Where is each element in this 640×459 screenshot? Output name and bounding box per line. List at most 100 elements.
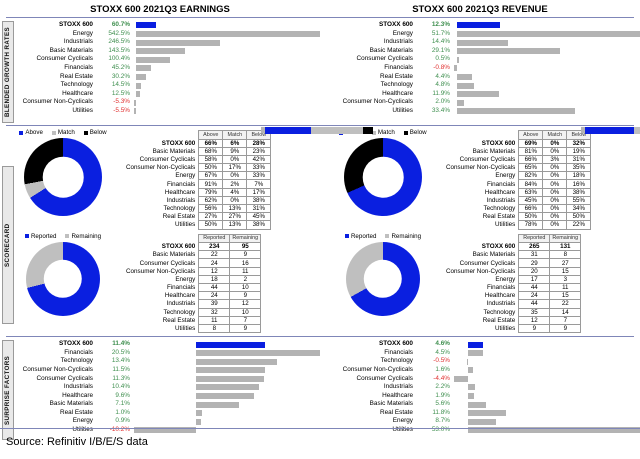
table-row: Financials 44 10 xyxy=(126,127,364,293)
bar-row-plot xyxy=(134,366,320,375)
donut-rep-earnings-wrap: Reported Remaining xyxy=(0,233,126,316)
scorecard-amb-row: Above Match Below Above Match Below STOXX 6… xyxy=(0,127,640,230)
cell-below: 16% xyxy=(566,179,592,189)
row-label: Technology xyxy=(483,308,516,316)
bar-row-label: Financials xyxy=(384,63,413,71)
bar-row-label: Healthcare xyxy=(382,89,413,97)
legend-swatch-above xyxy=(19,130,24,135)
bar-row-plot xyxy=(134,375,320,384)
bar-row-value: 11.5% xyxy=(112,365,130,373)
row-label: Healthcare xyxy=(164,188,196,196)
bar-row-value: 14.5% xyxy=(111,81,130,89)
bar-segment xyxy=(195,358,277,365)
legend-item-above: Above xyxy=(19,129,43,136)
col-header-reported: Reported xyxy=(518,233,551,244)
bar-row: STOXX 600 60.7% xyxy=(0,21,320,30)
row-stacked-bar xyxy=(581,127,640,134)
bar-row-plot xyxy=(134,64,320,73)
col-header-remaining: Remaining xyxy=(549,233,582,244)
bar-segment xyxy=(195,341,265,348)
col-header-spacer xyxy=(446,131,519,140)
table-row: Technology 35 14 xyxy=(446,127,640,317)
cell-remaining: 2 xyxy=(229,274,262,285)
bar-row-label: Technology xyxy=(380,357,413,365)
table-amb-revenue-wrap: Above Match Below STOXX 600 69% 0% 32% Basic Ma… xyxy=(446,127,640,230)
cell-above: 58% xyxy=(198,154,224,165)
table-row: Technology 32 10 xyxy=(126,127,364,317)
row-label: Basic Materials xyxy=(152,147,196,155)
cell-remaining: 11 xyxy=(549,282,582,293)
row-label: Consumer Cyclicals xyxy=(139,155,196,163)
bar-row: Consumer Non-Cyclicals 11.5% xyxy=(0,366,320,375)
cell-above: 27% xyxy=(198,212,224,222)
bar-segment xyxy=(456,99,464,106)
cell-above: 78% xyxy=(518,220,544,230)
table-row: Industrials 62% 0% 38% xyxy=(126,127,374,206)
col-header-match: Match xyxy=(222,130,248,140)
table-row: Consumer Cyclicals 24 16 xyxy=(126,127,364,268)
bar-row-value: 246.5% xyxy=(108,38,130,46)
cell-remaining: 131 xyxy=(549,242,582,252)
legend-swatch-below xyxy=(83,130,88,135)
bar-row-plot xyxy=(134,90,320,99)
cell-match: 9% xyxy=(222,146,248,156)
table-rep-earnings-wrap: Reported Remaining STOXX 600 234 95 Basic Mat… xyxy=(126,127,364,334)
bar-row-value: 20.5% xyxy=(111,348,130,356)
cell-remaining: 9 xyxy=(229,250,262,260)
row-label: Consumer Non-Cyclicals xyxy=(126,267,196,275)
stack xyxy=(585,127,640,134)
bar-row-label: Financials xyxy=(384,348,413,356)
donut-chart-amb-revenue xyxy=(344,138,422,216)
bar-row-label: Real Estate xyxy=(59,72,93,80)
bar-row-plot xyxy=(454,400,640,409)
cell-reported: 11 xyxy=(198,315,231,325)
bar-segment xyxy=(456,73,473,80)
row-label: Healthcare xyxy=(484,188,516,196)
bar-segment xyxy=(456,39,508,46)
surprise-panel-earnings: STOXX 600 11.4% Financials 20.5% Technology 1… xyxy=(0,340,320,435)
donut-chart-rep-revenue xyxy=(346,241,420,316)
bar-row-plot xyxy=(454,90,640,99)
bar-row: Healthcare 12.5% xyxy=(0,90,320,99)
bar-row-label: Consumer Cyclicals xyxy=(36,374,93,382)
table-row: Real Estate 27% 27% 45% xyxy=(126,127,374,222)
scorecard-rep-row: Reported Remaining Reported Remaining STOX… xyxy=(0,127,640,334)
bar-row-plot xyxy=(454,81,640,90)
cell-match: 6% xyxy=(222,138,248,148)
row-label: Industrials xyxy=(166,196,196,204)
bar-row-value: -0.5% xyxy=(433,357,450,365)
cell-remaining: 15 xyxy=(549,291,582,301)
bar-row-plot xyxy=(134,340,320,349)
bar-segment xyxy=(454,65,457,72)
bar-row-value: 143.5% xyxy=(108,46,130,54)
bar-segment xyxy=(468,341,484,348)
bar-segment xyxy=(195,401,239,408)
bar-row-plot xyxy=(134,55,320,64)
cell-below: 7% xyxy=(246,179,272,189)
cell-remaining: 12 xyxy=(229,299,262,309)
cell-reported: 18 xyxy=(198,274,231,285)
donut-hole xyxy=(363,259,403,298)
row-label: Real Estate xyxy=(162,213,196,221)
bar-row: Real Estate 4.4% xyxy=(320,73,640,82)
source-text: Source: Refinitiv I/B/E/S data xyxy=(6,436,148,448)
cell-match: 0% xyxy=(542,187,568,197)
cell-remaining: 10 xyxy=(229,307,262,317)
table-header-row: Reported Remaining xyxy=(446,233,640,244)
bar-row-label: Real Estate xyxy=(379,72,413,80)
bar-row-plot xyxy=(134,400,320,409)
bar-row-plot xyxy=(454,392,640,401)
cell-match: 0% xyxy=(542,146,568,156)
legend-label-match: Match xyxy=(57,129,75,136)
cell-below: 34% xyxy=(566,203,592,214)
bar-row-plot xyxy=(134,107,320,116)
row-label: STOXX 600 xyxy=(481,243,516,251)
row-label: Real Estate xyxy=(482,213,516,221)
cell-match: 0% xyxy=(542,212,568,222)
bar-row-label: Consumer Cyclicals xyxy=(36,55,93,63)
table-row: STOXX 600 234 95 xyxy=(126,127,364,252)
cell-reported: 29 xyxy=(518,258,551,268)
bar-row-value: 13.4% xyxy=(111,357,130,365)
bar-row-label: Basic Materials xyxy=(369,46,413,54)
bar-row: Technology -0.5% xyxy=(320,357,640,366)
